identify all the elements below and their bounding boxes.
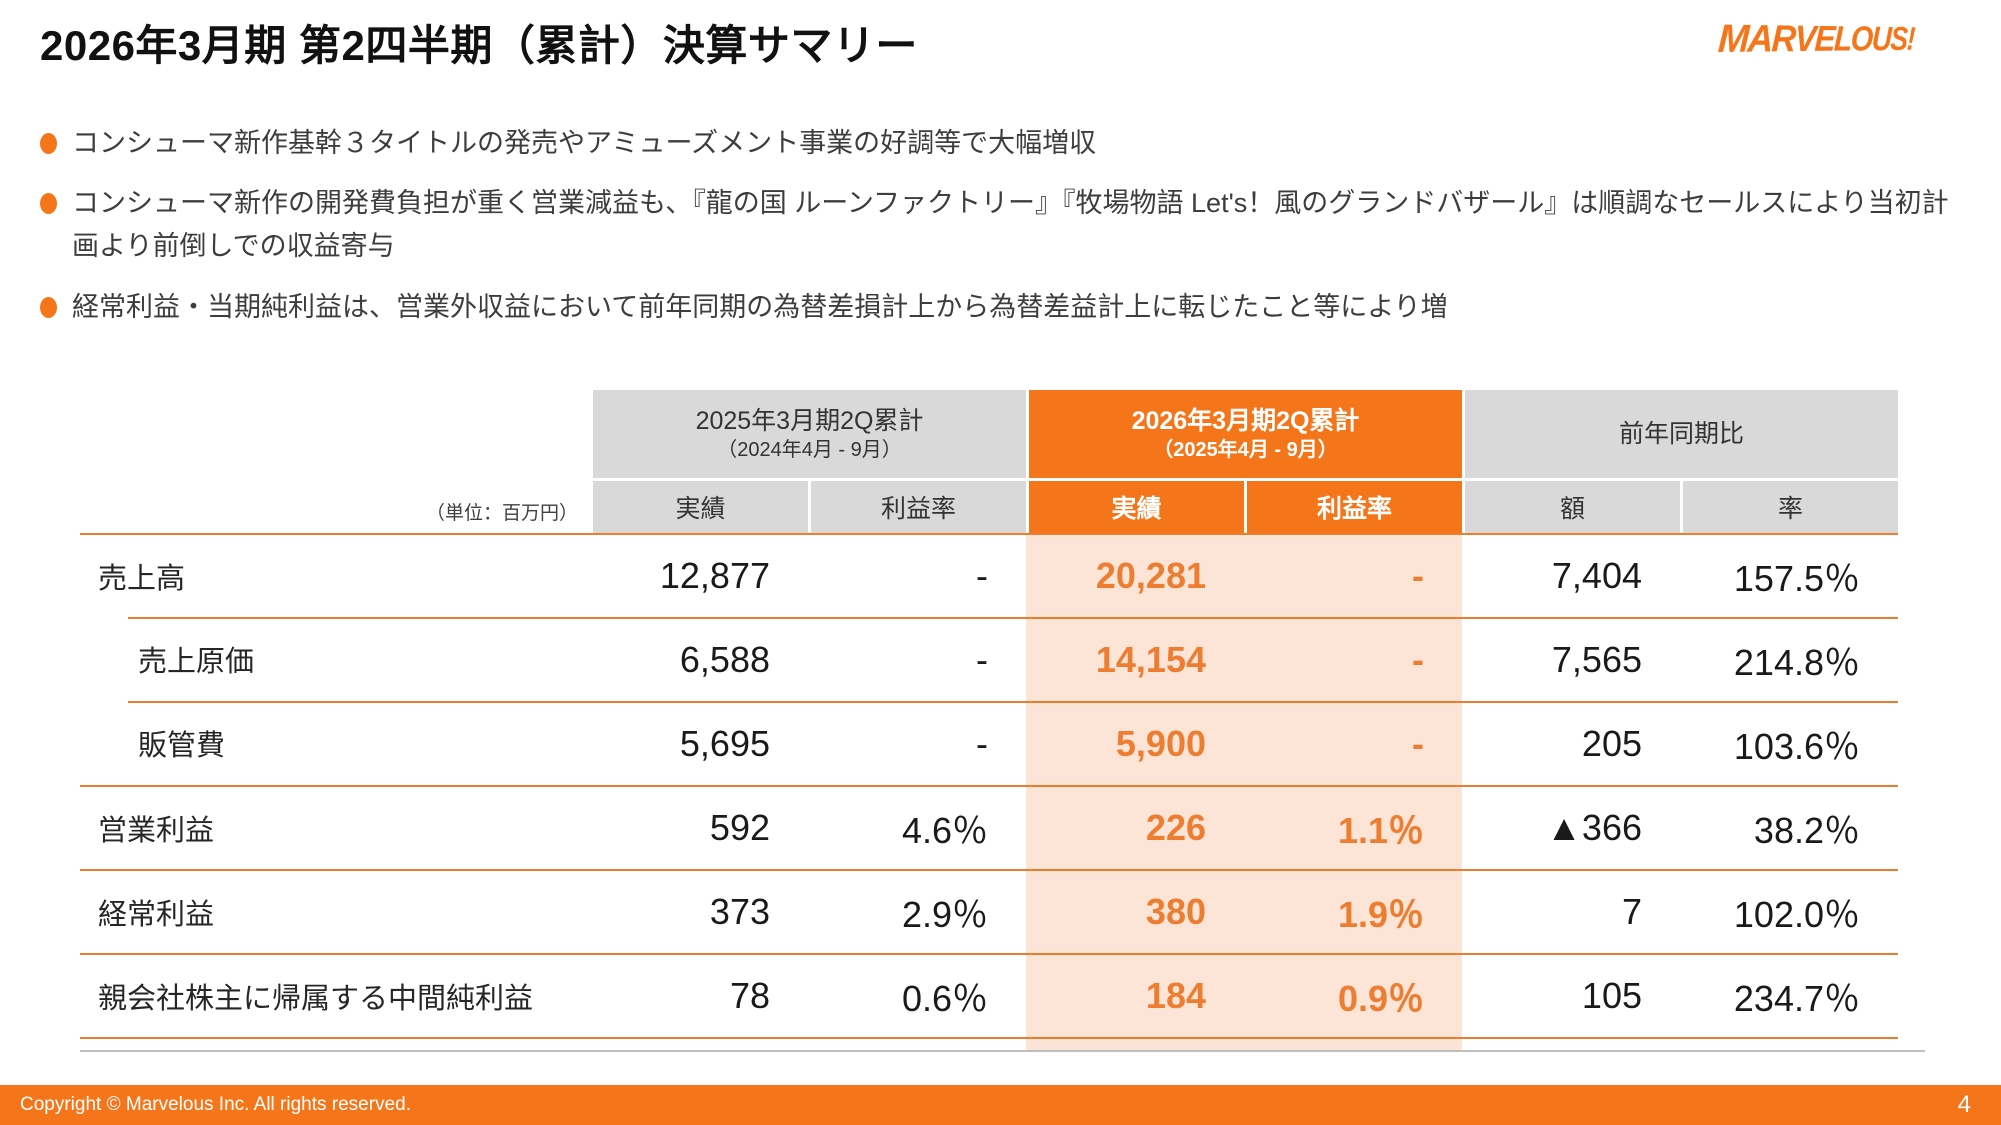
row-label: 経常利益	[80, 869, 590, 953]
cell-py-actual: 12,877	[590, 533, 808, 617]
bullet-icon	[40, 193, 57, 215]
header-actual-2026: 実績	[1026, 478, 1244, 533]
cell-py-actual: 373	[590, 869, 808, 953]
header-yoy-rate: 率	[1680, 478, 1898, 533]
bullet-icon	[40, 296, 57, 318]
cell-yoy-rate: 103.6％	[1680, 701, 1898, 785]
bullet-item: 経常利益・当期純利益は、営業外収益において前年同期の為替差損計上から為替差益計上…	[40, 286, 1970, 329]
cell-py-margin: -	[808, 701, 1026, 785]
table-bottom-segment	[80, 1037, 1026, 1050]
cell-py-margin: 2.9％	[808, 869, 1026, 953]
cell-yoy-amount: ▲366	[1462, 785, 1680, 869]
bullet-text: 経常利益・当期純利益は、営業外収益において前年同期の為替差損計上から為替差益計上…	[72, 291, 1448, 322]
cell-cy-actual: 380	[1026, 869, 1244, 953]
cell-cy-margin: -	[1244, 701, 1462, 785]
bullet-text: コンシューマ新作基幹３タイトルの発売やアミューズメント事業の好調等で大幅増収	[72, 128, 1097, 158]
cell-py-actual: 6,588	[590, 617, 808, 701]
cell-cy-margin: 1.1％	[1244, 785, 1462, 869]
footer-bar: Copyright © Marvelous Inc. All rights re…	[0, 1085, 2001, 1125]
cell-yoy-rate: 214.8％	[1680, 617, 1898, 701]
table-bottom-segment	[1462, 1037, 1898, 1050]
cell-cy-actual: 14,154	[1026, 617, 1244, 701]
cell-py-margin: -	[808, 533, 1026, 617]
cell-py-margin: -	[808, 617, 1026, 701]
cell-yoy-amount: 105	[1462, 953, 1680, 1037]
col-group-title: 2025年3月期2Q累計	[695, 406, 924, 435]
bullet-text: コンシューマ新作の開発費負担が重く営業減益も、『龍の国 ルーンファクトリー』『牧…	[72, 188, 1949, 262]
unit-note: （単位：百万円）	[425, 503, 578, 524]
cell-cy-margin: -	[1244, 617, 1462, 701]
header-yoy-amount: 額	[1462, 478, 1680, 533]
col-group-yoy: 前年同期比	[1462, 390, 1898, 478]
col-group-2026: 2026年3月期2Q累計 （2025年4月 - 9月）	[1026, 390, 1462, 478]
cell-cy-margin: 0.9％	[1244, 953, 1462, 1037]
page-title: 2026年3月期 第2四半期（累計）決算サマリー	[40, 22, 918, 69]
col-group-subtitle: （2024年4月 - 9月）	[717, 439, 902, 462]
cell-yoy-rate: 102.0％	[1680, 869, 1898, 953]
cell-cy-margin: 1.9％	[1244, 869, 1462, 953]
row-label: 親会社株主に帰属する中間純利益	[80, 953, 590, 1037]
cell-yoy-amount: 205	[1462, 701, 1680, 785]
cell-py-actual: 592	[590, 785, 808, 869]
cell-py-actual: 78	[590, 953, 808, 1037]
cell-yoy-rate: 38.2％	[1680, 785, 1898, 869]
cell-py-margin: 0.6％	[808, 953, 1026, 1037]
cell-cy-actual: 5,900	[1026, 701, 1244, 785]
cell-yoy-amount: 7	[1462, 869, 1680, 953]
header-margin-2026: 利益率	[1244, 478, 1462, 533]
cell-py-actual: 5,695	[590, 701, 808, 785]
bullet-item: コンシューマ新作の開発費負担が重く営業減益も、『龍の国 ルーンファクトリー』『牧…	[40, 182, 1970, 268]
page-number: 4	[1957, 1091, 1971, 1118]
cell-yoy-amount: 7,404	[1462, 533, 1680, 617]
cell-yoy-rate: 234.7％	[1680, 953, 1898, 1037]
table-bottom-highlight-band	[1026, 1037, 1462, 1050]
row-label: 営業利益	[80, 785, 590, 869]
cell-cy-actual: 184	[1026, 953, 1244, 1037]
bullet-icon	[40, 133, 57, 154]
col-group-2025: 2025年3月期2Q累計 （2024年4月 - 9月）	[590, 390, 1026, 478]
col-group-title: 前年同期比	[1618, 419, 1744, 448]
cell-py-margin: 4.6％	[808, 785, 1026, 869]
financial-table: 2025年3月期2Q累計 （2024年4月 - 9月） 2026年3月期2Q累計…	[80, 390, 1898, 1050]
col-group-title: 2026年3月期2Q累計	[1131, 406, 1360, 435]
row-label: 売上原価	[80, 617, 590, 701]
table-bottom-divider	[80, 1050, 1925, 1052]
col-group-subtitle: （2025年4月 - 9月）	[1153, 439, 1338, 462]
header-actual-2025: 実績	[590, 478, 808, 533]
bullet-item: コンシューマ新作基幹３タイトルの発売やアミューズメント事業の好調等で大幅増収	[40, 122, 1970, 165]
row-label: 販管費	[80, 701, 590, 785]
cell-cy-actual: 226	[1026, 785, 1244, 869]
row-label: 売上高	[80, 533, 590, 617]
copyright-text: Copyright © Marvelous Inc. All rights re…	[20, 1094, 411, 1115]
cell-yoy-amount: 7,565	[1462, 617, 1680, 701]
marvelous-logo: MARVELOUS!	[1717, 10, 1967, 68]
cell-cy-margin: -	[1244, 533, 1462, 617]
bullet-list: コンシューマ新作基幹３タイトルの発売やアミューズメント事業の好調等で大幅増収 コ…	[40, 122, 1970, 346]
header-margin-2025: 利益率	[808, 478, 1026, 533]
table-corner-spacer	[80, 390, 590, 478]
cell-cy-actual: 20,281	[1026, 533, 1244, 617]
marvelous-logo-text: MARVELOUS!	[1717, 16, 1915, 61]
cell-yoy-rate: 157.5％	[1680, 533, 1898, 617]
